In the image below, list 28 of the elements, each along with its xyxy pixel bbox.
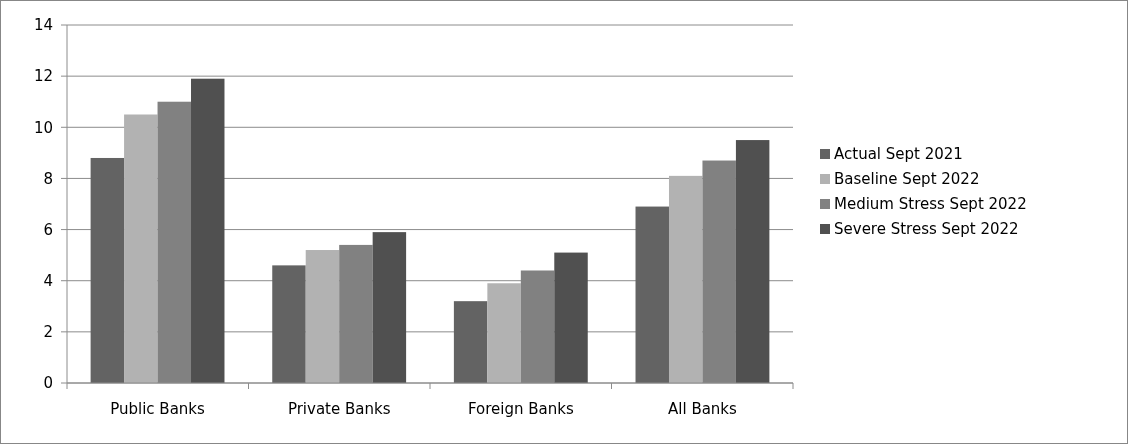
- x-tick-label: Private Banks: [287, 400, 391, 418]
- y-tick-label: 12: [33, 67, 53, 86]
- x-tick-label: Public Banks: [110, 400, 206, 418]
- bar: [635, 206, 669, 383]
- y-tick-label: 10: [33, 118, 53, 137]
- y-tick-label: 14: [33, 16, 53, 35]
- legend-label: Baseline Sept 2022: [834, 170, 980, 189]
- y-tick-label: 2: [43, 323, 53, 342]
- legend-label: Severe Stress Sept 2022: [834, 220, 1019, 239]
- y-tick-label: 4: [43, 271, 53, 290]
- y-tick-label: 6: [43, 220, 53, 239]
- bar: [305, 250, 340, 383]
- bar: [272, 265, 306, 383]
- bar: [372, 232, 407, 383]
- bar: [554, 252, 588, 383]
- y-tick-label: 0: [43, 374, 53, 393]
- y-tick-label: 8: [43, 169, 53, 188]
- legend-label: Medium Stress Sept 2022: [834, 195, 1027, 214]
- bar: [735, 140, 770, 383]
- bar: [668, 175, 703, 383]
- x-tick-label: Foreign Banks: [467, 400, 574, 418]
- bar: [90, 157, 125, 383]
- bar: [487, 283, 521, 383]
- bar: [453, 301, 488, 383]
- bar: [124, 114, 158, 383]
- bar: [191, 78, 225, 383]
- legend-label: Actual Sept 2021: [834, 145, 963, 164]
- x-tick-label: All Banks: [668, 400, 738, 418]
